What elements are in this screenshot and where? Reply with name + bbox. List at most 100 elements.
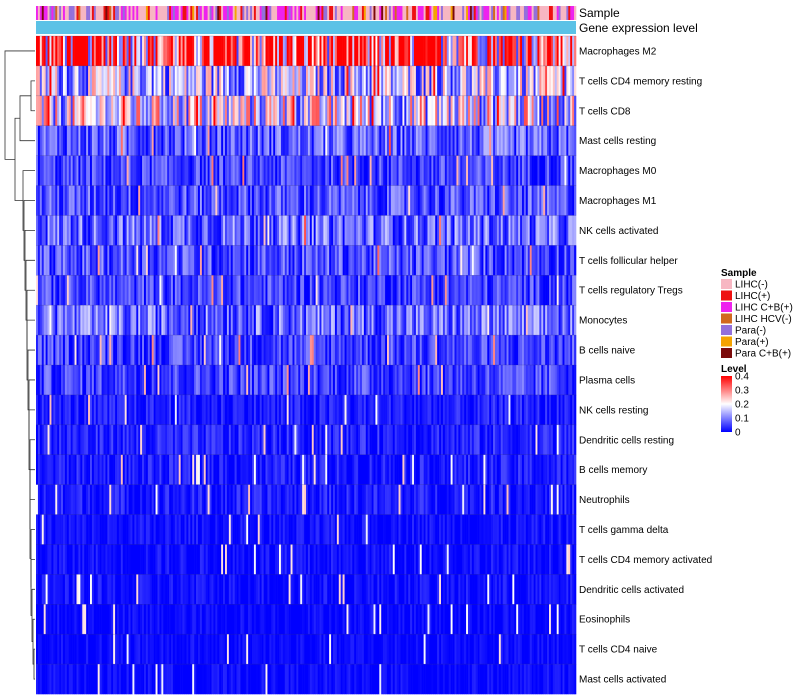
heatmap-cell (267, 125, 270, 156)
heatmap-cell (267, 65, 270, 97)
heatmap-cell (419, 424, 423, 456)
heatmap-cell (450, 454, 453, 485)
heatmap-cell (483, 95, 486, 127)
heatmap-cell (232, 514, 235, 545)
heatmap-cell (242, 305, 245, 336)
heatmap-cell (95, 65, 99, 97)
heatmap-cell (356, 125, 359, 156)
heatmap-cell (93, 394, 97, 426)
heatmap-cell (358, 424, 361, 456)
heatmap-cell (84, 454, 87, 485)
heatmap-cell (140, 185, 143, 216)
heatmap-cell (47, 424, 50, 456)
heatmap-cell (338, 394, 342, 426)
heatmap-cell (292, 245, 295, 276)
heatmap-cell (487, 125, 490, 156)
sample-annotation-cell (464, 6, 467, 20)
sample-annotation-cell (554, 6, 558, 20)
heatmap-cell (444, 394, 448, 426)
heatmap-cell (66, 245, 70, 276)
heatmap-cell (292, 454, 295, 485)
heatmap-cell (261, 215, 264, 246)
heatmap-cell (55, 365, 58, 396)
heatmap-cell (217, 65, 220, 97)
heatmap-cell (568, 125, 571, 156)
heatmap-cell (226, 305, 230, 336)
heatmap-cell (203, 484, 207, 515)
heatmap-cell (57, 125, 60, 156)
heatmap-cell (51, 245, 54, 276)
heatmap-cell (365, 365, 369, 396)
heatmap-cell (290, 155, 293, 186)
heatmap-cell (500, 245, 504, 276)
heatmap-cell (213, 275, 216, 306)
heatmap-cell (309, 215, 313, 246)
heatmap-cell (41, 155, 45, 186)
heatmap-cell (444, 424, 448, 456)
heatmap-cell (199, 454, 203, 485)
heatmap-cell (259, 454, 262, 485)
heatmap-cell (466, 484, 469, 515)
heatmap-cell (217, 484, 220, 515)
heatmap-cell (533, 305, 536, 336)
heatmap-cell (564, 454, 567, 485)
heatmap-cell (149, 424, 153, 456)
heatmap-cell (107, 514, 110, 545)
heatmap-cell (259, 424, 262, 456)
sample-annotation-cell (236, 6, 239, 20)
heatmap-cell (431, 245, 434, 276)
heatmap-cell (215, 245, 218, 276)
heatmap-cell (331, 335, 334, 366)
heatmap-cell (161, 305, 164, 336)
heatmap-cell (309, 155, 313, 186)
heatmap-cell (282, 155, 286, 186)
heatmap-cell (304, 125, 307, 156)
sample-annotation-cell (439, 6, 442, 20)
heatmap-cell (402, 484, 405, 515)
heatmap-cell (456, 215, 459, 246)
heatmap-cell (265, 514, 268, 545)
heatmap-cell (76, 245, 79, 276)
heatmap-cell (111, 125, 114, 156)
heatmap-cell (43, 514, 46, 545)
heatmap-cell (165, 424, 168, 456)
heatmap-cell (232, 424, 235, 456)
heatmap-cell (151, 454, 154, 485)
heatmap-cell (479, 185, 482, 216)
heatmap-cell (329, 245, 332, 276)
heatmap-cell (53, 365, 56, 396)
heatmap-cell (572, 95, 575, 127)
heatmap-cell (126, 484, 129, 515)
heatmap-cell (549, 215, 552, 246)
heatmap-cell (57, 365, 60, 396)
heatmap-cell (489, 185, 492, 216)
heatmap-cell (444, 245, 448, 276)
heatmap-cell (502, 185, 505, 216)
heatmap-cell (118, 484, 122, 515)
heatmap-cell (88, 365, 91, 396)
heatmap-cell (423, 65, 426, 97)
heatmap-cell (487, 185, 490, 216)
heatmap-cell (103, 125, 106, 156)
heatmap-cell (176, 36, 180, 67)
heatmap-cell (72, 514, 75, 545)
heatmap-cell (151, 365, 154, 396)
heatmap-cell (348, 394, 351, 426)
heatmap-cell (99, 484, 102, 515)
heatmap-cell (252, 394, 255, 426)
heatmap-cell (485, 36, 488, 67)
sample-annotation-cell (512, 6, 515, 20)
heatmap-cell (388, 95, 392, 127)
heatmap-cell (136, 484, 139, 515)
heatmap-cell (253, 215, 257, 246)
heatmap-cell (421, 454, 424, 485)
heatmap-cell (45, 424, 48, 456)
heatmap-cell (36, 185, 39, 216)
heatmap-cell (105, 36, 108, 67)
heatmap-cell (402, 454, 405, 485)
heatmap-cell (80, 454, 83, 485)
heatmap-cell (207, 36, 210, 67)
sample-annotation-cell (234, 6, 237, 20)
heatmap-cell (313, 36, 316, 67)
heatmap-cell (309, 424, 313, 456)
